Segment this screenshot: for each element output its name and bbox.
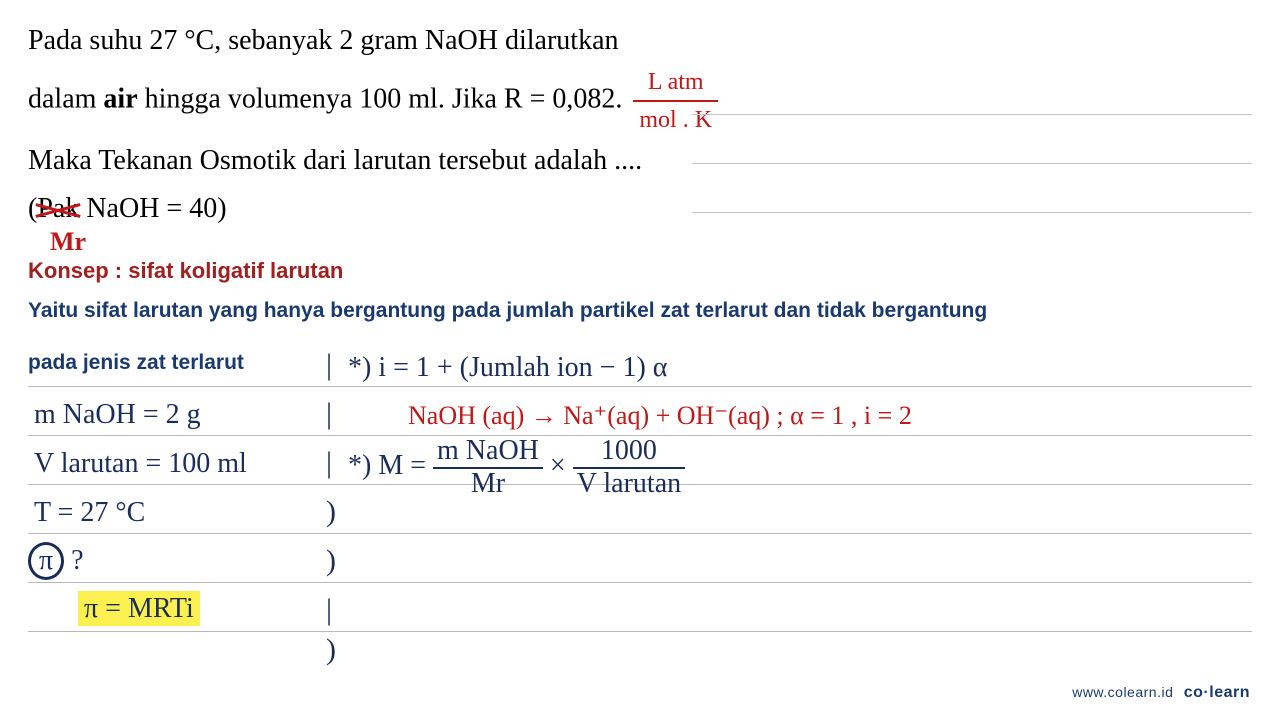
divider-1: | (326, 348, 332, 382)
rule-1: pada jenis zat terlarut *) i = 1 + (Juml… (28, 338, 1252, 387)
rule-upper-2 (692, 115, 1252, 164)
watermark-brand: co·learn (1184, 684, 1250, 701)
osmotic-formula: π = MRTi (78, 593, 200, 625)
rule-5: π ? ) (28, 534, 1252, 583)
yaitu-line-2: pada jenis zat terlarut (28, 346, 244, 380)
mfrac2-num: 1000 (573, 436, 685, 469)
divider-5: ) (326, 544, 336, 578)
pi-question: π ? (28, 542, 84, 580)
given-volume: V larutan = 100 ml (34, 448, 247, 480)
divider-7: ) (326, 633, 336, 667)
rule-4: T = 27 °C ) (28, 485, 1252, 534)
paren-open: ( (28, 193, 37, 224)
yaitu-line-1: Yaitu sifat larutan yang hanya bergantun… (28, 294, 1252, 328)
watermark-url: www.colearn.id (1072, 684, 1173, 700)
divider-4: ) (326, 495, 336, 529)
rule-6: π = MRTi | (28, 583, 1252, 632)
problem-line-1: Pada suhu 27 °C, sebanyak 2 gram NaOH di… (28, 20, 1252, 62)
pi-qmark: ? (71, 545, 83, 576)
rule-7: ) (28, 632, 1252, 681)
konsep-heading: Konsep : sifat koligatif larutan (28, 258, 1252, 284)
rule-2: m NaOH = 2 g | NaOH (aq) → Na⁺(aq) + OH⁻… (28, 387, 1252, 436)
given-temperature: T = 27 °C (34, 497, 145, 529)
reaction-equation: NaOH (aq) → Na⁺(aq) + OH⁻(aq) ; α = 1 , … (408, 401, 912, 431)
mfrac-num: m NaOH (433, 436, 543, 469)
line2-bold: air (103, 83, 137, 114)
mr-annotation: Mr (50, 222, 86, 261)
line2-pre: dalam (28, 83, 103, 114)
watermark: www.colearn.id co·learn (1072, 684, 1250, 702)
given-mass: m NaOH = 2 g (34, 399, 201, 431)
molarity-label: *) M = (348, 451, 433, 482)
rule-upper-1 (692, 66, 1252, 115)
page-root: Pada suhu 27 °C, sebanyak 2 gram NaOH di… (0, 0, 1280, 720)
line4-rest: NaOH = 40) (79, 193, 226, 224)
divider-2: | (326, 397, 332, 431)
pi-circled: π (28, 542, 64, 580)
ruled-area: pada jenis zat terlarut *) i = 1 + (Juml… (28, 338, 1252, 681)
divider-6: | (326, 593, 332, 627)
rule-3: V larutan = 100 ml | *) M = m NaOH Mr × … (28, 436, 1252, 485)
times-symbol: × (550, 451, 573, 482)
rule-upper-3 (692, 164, 1252, 213)
formula-highlight: π = MRTi (78, 591, 200, 626)
line2-post: hingga volumenya 100 ml. Jika R = 0,082. (138, 83, 623, 114)
i-formula: *) i = 1 + (Jumlah ion − 1) α (348, 352, 667, 384)
divider-3: | (326, 446, 332, 480)
